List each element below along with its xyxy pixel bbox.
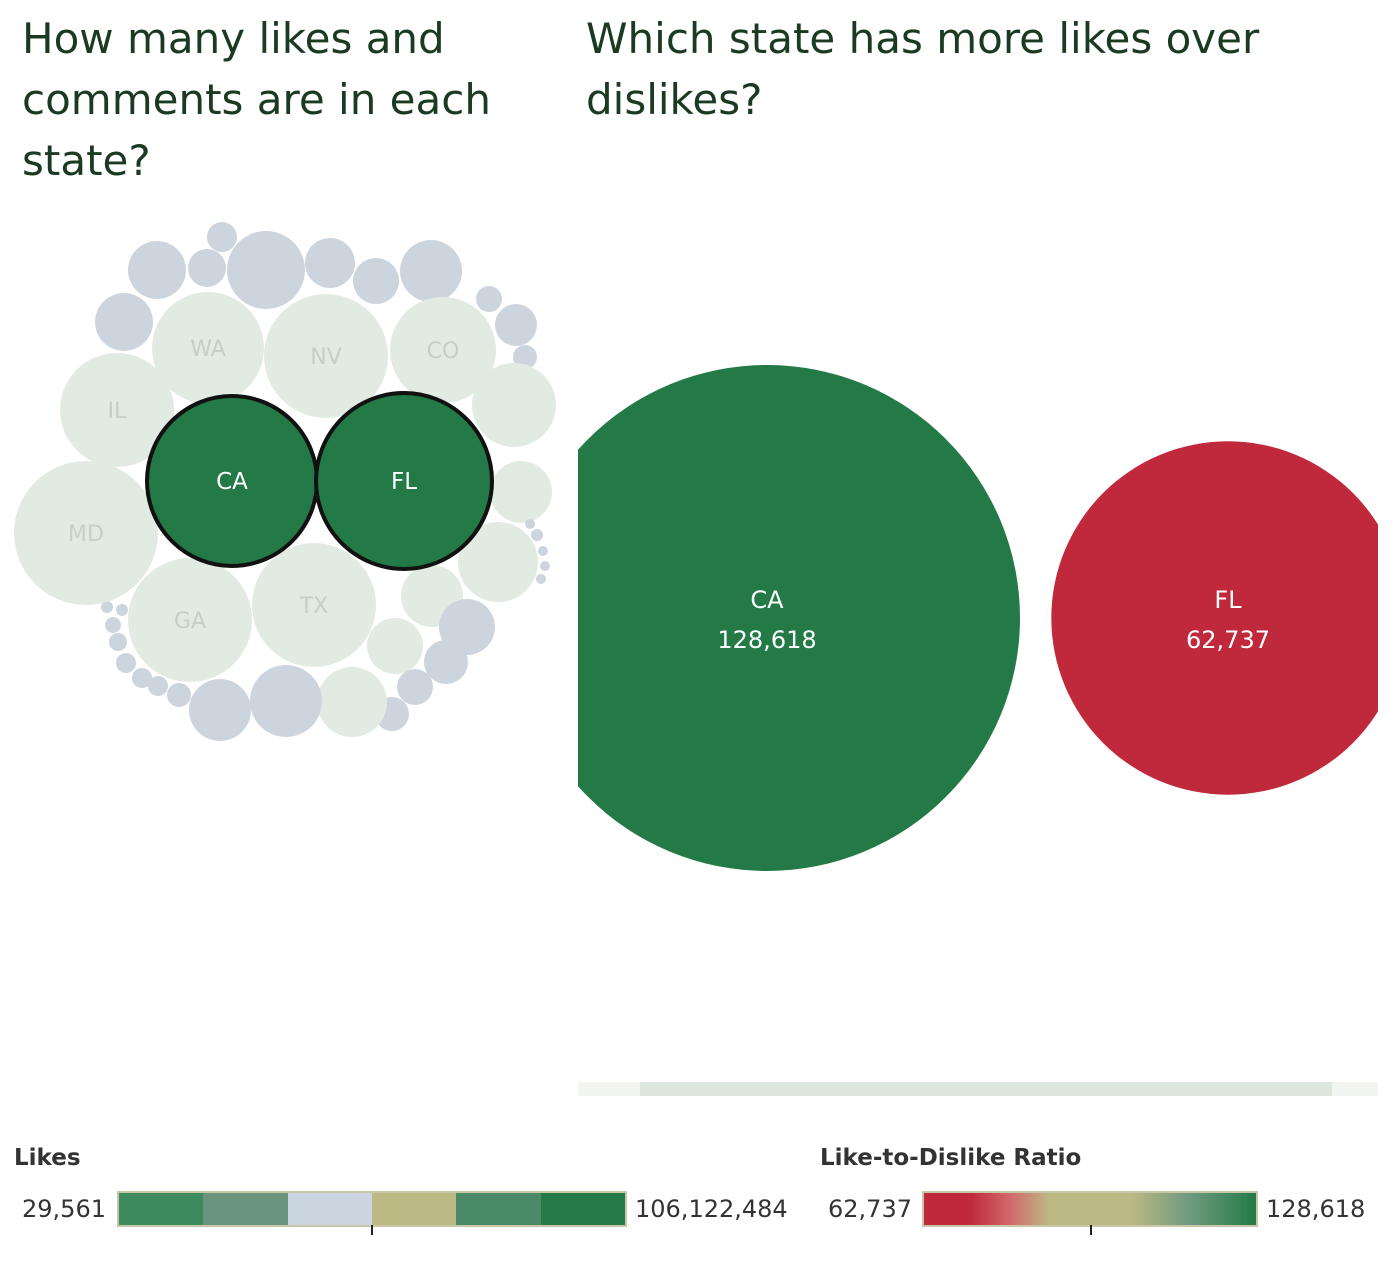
state-bubble[interactable] [317, 667, 387, 737]
ratio-bubble-value-label: 62,737 [1186, 626, 1270, 654]
likes-bubble-chart: WA NV CO IL MD GA TX CA FL [14, 222, 556, 741]
state-bubble[interactable] [95, 293, 153, 351]
state-bubble-nv[interactable]: NV [264, 294, 388, 418]
state-bubble[interactable] [490, 461, 552, 523]
bubble-label-wa: WA [190, 337, 226, 362]
bubble-label-il: IL [108, 399, 127, 424]
state-bubble-ga[interactable]: GA [128, 558, 252, 682]
likes-legend-title: Likes [14, 1145, 81, 1171]
state-bubble[interactable] [476, 286, 502, 312]
likes-legend-min: 29,561 [22, 1195, 106, 1223]
state-bubble-fl[interactable]: FL [314, 391, 494, 571]
state-bubble-tx[interactable]: TX [252, 543, 376, 667]
likes-ramp-swatch [540, 1193, 625, 1225]
ratio-legend-max: 128,618 [1266, 1195, 1366, 1223]
state-bubble[interactable] [109, 633, 127, 651]
bubble-label-md: MD [68, 522, 104, 547]
bubble-label-fl: FL [391, 469, 417, 495]
ratio-bubble-value-label: 128,618 [717, 626, 816, 654]
chart-title-like-dislike: Which state has more likes over dislikes… [586, 14, 1260, 124]
ratio-bubble-ca[interactable]: CA 128,618 [578, 365, 1020, 871]
state-bubble[interactable] [105, 617, 121, 633]
state-bubble[interactable] [116, 604, 128, 616]
ratio-ramp-marker [1090, 1225, 1092, 1235]
state-bubble[interactable] [397, 669, 433, 705]
bubble-label-co: CO [427, 339, 460, 364]
ratio-bubble-fl[interactable]: FL 62,737 [1051, 441, 1378, 795]
state-bubble[interactable] [439, 599, 495, 655]
ratio-bubble-state-label: FL [1214, 586, 1242, 614]
state-bubble[interactable] [472, 363, 556, 447]
bubble-label-nv: NV [310, 345, 342, 370]
state-bubble[interactable] [458, 522, 538, 602]
ratio-color-ramp [922, 1191, 1258, 1235]
likes-legend-max: 106,122,484 [635, 1195, 788, 1223]
state-bubble-wa[interactable]: WA [152, 292, 264, 404]
state-bubble-il[interactable]: IL [60, 353, 174, 467]
state-bubble[interactable] [128, 241, 186, 299]
state-bubble[interactable] [250, 665, 322, 737]
chart-title-likes-comments: How many likes and comments are in each … [22, 14, 491, 185]
state-bubble[interactable] [531, 529, 543, 541]
state-bubble-co[interactable]: CO [390, 297, 496, 403]
state-bubble[interactable] [132, 668, 152, 688]
horizontal-scrollbar[interactable] [578, 1082, 1378, 1096]
likes-color-ramp [117, 1191, 627, 1235]
state-bubble[interactable] [207, 222, 237, 252]
likes-ramp-marker [371, 1225, 373, 1235]
state-bubble[interactable] [536, 574, 546, 584]
ratio-legend-title: Like-to-Dislike Ratio [820, 1145, 1082, 1171]
likes-ramp-swatch [119, 1193, 204, 1225]
state-bubble[interactable] [424, 640, 468, 684]
state-bubble[interactable] [513, 345, 537, 369]
state-bubble[interactable] [148, 676, 168, 696]
state-bubble[interactable] [101, 601, 113, 613]
scrollbar-thumb[interactable] [640, 1082, 1332, 1096]
state-bubble[interactable] [538, 546, 548, 556]
state-bubble[interactable] [353, 258, 399, 304]
ratio-bubble-state-label: CA [750, 586, 784, 614]
state-bubble[interactable] [116, 653, 136, 673]
state-bubble[interactable] [189, 679, 251, 741]
state-bubble[interactable] [540, 561, 550, 571]
ratio-legend-min: 62,737 [828, 1195, 912, 1223]
ratio-bubble-chart: CA 128,618 FL 62,737 [578, 365, 1378, 871]
likes-ramp-swatch [456, 1193, 541, 1225]
state-bubble-md[interactable]: MD [14, 461, 158, 605]
state-bubble-ca[interactable]: CA [145, 394, 319, 568]
state-bubble[interactable] [495, 304, 537, 346]
state-bubble[interactable] [227, 231, 305, 309]
state-bubble[interactable] [167, 683, 191, 707]
bubble-label-tx: TX [299, 594, 329, 619]
bubble-label-ga: GA [174, 609, 206, 634]
state-bubble[interactable] [525, 519, 535, 529]
likes-ramp-swatch [371, 1193, 457, 1225]
state-bubble[interactable] [367, 618, 423, 674]
bubble-label-ca: CA [216, 469, 248, 495]
state-bubble[interactable] [400, 240, 462, 302]
likes-ramp-swatch [203, 1193, 288, 1225]
likes-ramp-swatch [287, 1193, 372, 1225]
state-bubble[interactable] [305, 238, 355, 288]
state-bubble[interactable] [188, 249, 226, 287]
